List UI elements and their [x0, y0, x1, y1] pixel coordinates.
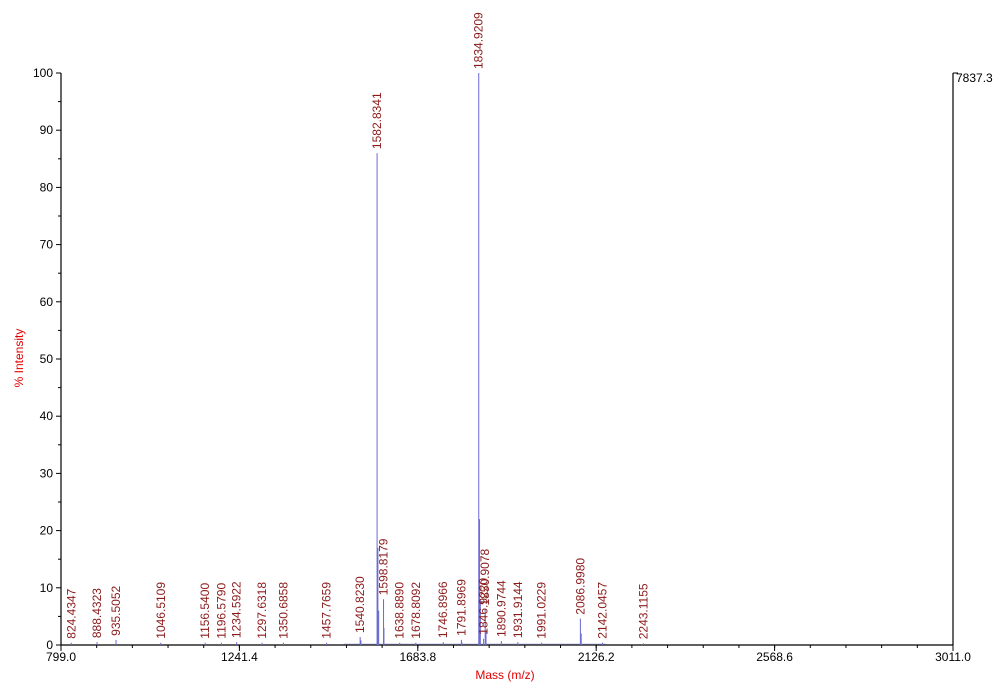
y-tick-label: 0: [46, 638, 53, 652]
peak-label: 2243.1155: [636, 583, 650, 639]
peak-label: 1046.5109: [154, 582, 168, 639]
y-tick-label: 60: [40, 295, 54, 309]
x-tick-label: 1241.4: [221, 650, 258, 664]
y-tick-label: 90: [40, 123, 54, 137]
peak-label: 1540.8230: [353, 576, 367, 633]
x-tick-label: 1683.8: [399, 650, 436, 664]
x-tick-label: 2126.2: [578, 650, 615, 664]
x-tick-label: 799.0: [46, 650, 76, 664]
peak-label: 1582.8341: [370, 92, 384, 149]
x-axis-title: Mass (m/z): [475, 668, 534, 682]
y-tick-label: 10: [40, 581, 54, 595]
peak-label: 1457.7659: [320, 582, 334, 639]
y-tick-label: 30: [40, 466, 54, 480]
peak-label: 888.4323: [90, 588, 104, 638]
peak-label: 1846.9220: [477, 578, 491, 635]
peak-label: 1234.5922: [230, 581, 244, 638]
y-tick-label: 50: [40, 352, 54, 366]
peak-label: 1156.5400: [198, 583, 212, 639]
peak-label: 1991.0229: [535, 582, 549, 639]
peak-label: 1350.6858: [276, 582, 290, 639]
peak-label: 1638.8890: [393, 582, 407, 639]
peak-label: 1834.9209: [472, 12, 486, 69]
x-tick-label: 3011.0: [935, 650, 971, 664]
peak-label: 1598.8179: [377, 538, 391, 595]
peak-labels: 824.4347 888.4323 935.5052 1046.5109 1156.54…: [64, 12, 650, 639]
y-axis-title: % Intensity: [12, 329, 26, 388]
y-tick-label: 100: [33, 66, 53, 80]
y-tick-label: 40: [40, 409, 54, 423]
spectrum-lines: [70, 73, 644, 645]
peak-label: 1791.8969: [454, 579, 468, 636]
peak-label: 824.4347: [64, 588, 78, 638]
y-tick-label: 70: [40, 238, 54, 252]
axes: 0 10 20 30 40 50 60 70 80 90 100 799.0 1241.4 1683.8 2…: [33, 66, 971, 664]
peak-label: 1931.9144: [511, 581, 525, 638]
peak-label: 1297.6318: [255, 582, 269, 639]
peak-label: 1746.8966: [436, 581, 450, 638]
max-intensity-label: 7837.3: [956, 71, 993, 85]
peak-label: 1678.8092: [409, 582, 423, 639]
peak-label: 1196.5790: [214, 583, 228, 639]
y-tick-label: 80: [40, 180, 54, 194]
peak-label: 1850.9078: [478, 548, 492, 605]
peak-label: 2086.9980: [573, 558, 587, 615]
x-tick-label: 2568.6: [756, 650, 793, 664]
peak-label: 935.5052: [109, 585, 123, 635]
y-tick-label: 20: [40, 524, 54, 538]
peak-label: 2142.0457: [596, 582, 610, 639]
peak-label: 1890.9744: [494, 580, 508, 637]
